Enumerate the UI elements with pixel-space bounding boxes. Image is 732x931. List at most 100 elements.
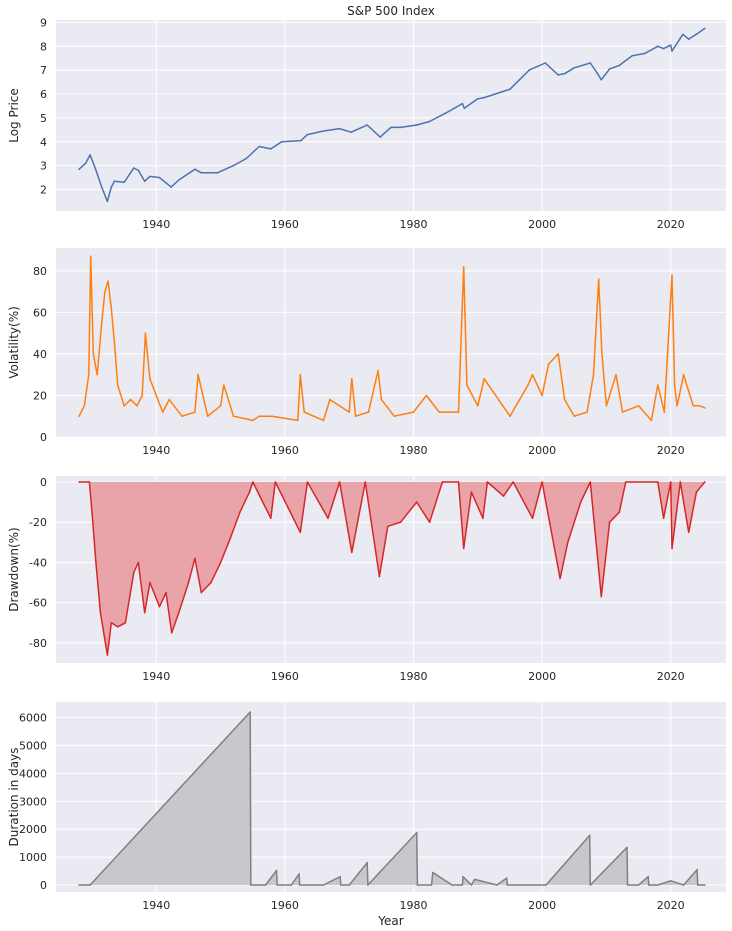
data-point [149, 581, 151, 584]
y-axis-label: Drawdown(%) [7, 527, 21, 612]
data-point [695, 33, 698, 36]
data-point [579, 501, 582, 503]
data-point [149, 175, 151, 178]
data-point [351, 378, 353, 380]
data-point [682, 373, 685, 376]
data-point [541, 394, 543, 397]
y-tick-label: 0 [40, 476, 47, 489]
data-point [136, 405, 138, 407]
data-point [252, 481, 254, 483]
data-point [428, 120, 431, 123]
data-point [597, 278, 600, 281]
y-tick-label: 5000 [19, 740, 47, 753]
data-point [682, 884, 685, 886]
y-tick-label: 0 [40, 879, 47, 892]
data-point [270, 517, 272, 519]
x-tick-label: 2000 [528, 899, 556, 912]
data-point [95, 561, 97, 564]
data-point [563, 398, 566, 401]
data-point [322, 884, 325, 886]
data-point [462, 265, 465, 268]
data-point [232, 415, 235, 418]
data-point [364, 481, 367, 483]
x-tick-label: 2020 [657, 218, 685, 231]
data-point [662, 517, 665, 519]
data-point [624, 481, 627, 483]
data-point [698, 405, 701, 407]
data-point [271, 415, 273, 418]
data-point [615, 373, 617, 376]
data-point [608, 68, 611, 70]
data-point [380, 398, 383, 401]
data-point [557, 353, 559, 355]
data-point [621, 411, 624, 413]
data-point [300, 139, 302, 142]
data-point [290, 884, 293, 886]
data-point [461, 884, 464, 886]
data-point [461, 102, 464, 105]
data-point [348, 884, 351, 886]
y-tick-label: 40 [33, 348, 47, 361]
data-point [682, 33, 684, 36]
data-point [133, 167, 135, 169]
y-tick-label: -80 [29, 637, 47, 650]
data-point [322, 130, 325, 132]
y-tick-label: -40 [29, 556, 47, 569]
data-point [340, 884, 342, 886]
data-point [506, 884, 509, 886]
x-tick-label: 1940 [142, 670, 170, 683]
y-tick-label: 2000 [19, 823, 47, 836]
data-point [457, 481, 460, 483]
data-point [113, 180, 116, 182]
data-point [669, 880, 672, 882]
y-tick-label: -60 [29, 597, 47, 610]
data-point [586, 411, 588, 413]
data-point [573, 67, 576, 69]
data-point [250, 884, 252, 886]
data-point [83, 405, 86, 407]
chart-duration: 1940 1960 1980 2000 2020 0 1000 2000 3000 4000 500… [7, 702, 726, 928]
y-tick-label: 3000 [19, 795, 47, 808]
chart-volatility: 1940 1960 1980 2000 2020 0 20 40 60 80 Volatility(… [7, 248, 726, 457]
data-point [679, 481, 682, 483]
data-point [605, 405, 608, 407]
data-point [258, 415, 261, 418]
data-point [178, 179, 180, 181]
series-line [78, 255, 706, 422]
data-point [89, 255, 92, 258]
data-point [303, 411, 306, 413]
data-point [299, 373, 302, 376]
data-point [306, 481, 309, 483]
data-point [110, 307, 113, 310]
data-point [545, 884, 547, 886]
data-point [588, 834, 591, 837]
data-point [248, 491, 251, 493]
data-point [194, 168, 196, 170]
data-point [567, 541, 569, 544]
data-point [393, 415, 396, 418]
data-point [149, 378, 151, 380]
plot-area [56, 248, 726, 437]
data-point [626, 884, 629, 886]
data-point [432, 871, 434, 874]
y-tick-label: 1000 [19, 851, 47, 864]
data-point [457, 411, 460, 413]
data-point [696, 868, 698, 871]
series-line [79, 711, 705, 886]
data-point [626, 846, 628, 849]
data-point [671, 50, 673, 52]
data-point [306, 133, 309, 136]
data-point [168, 398, 170, 401]
y-tick-label: 9 [40, 16, 47, 29]
x-tick-label: 1980 [400, 444, 428, 457]
x-tick-label: 2000 [528, 444, 556, 457]
y-tick-label: 7 [40, 64, 47, 77]
data-point [100, 186, 103, 188]
data-point [338, 481, 341, 483]
chart-drawdown: 1940 1960 1980 2000 2020 0 -20 -40 -60 -80 Drawdow… [7, 476, 726, 683]
data-point [158, 605, 161, 608]
data-point [110, 186, 113, 188]
data-point [462, 875, 464, 878]
data-point [216, 172, 219, 174]
data-point [223, 384, 225, 386]
